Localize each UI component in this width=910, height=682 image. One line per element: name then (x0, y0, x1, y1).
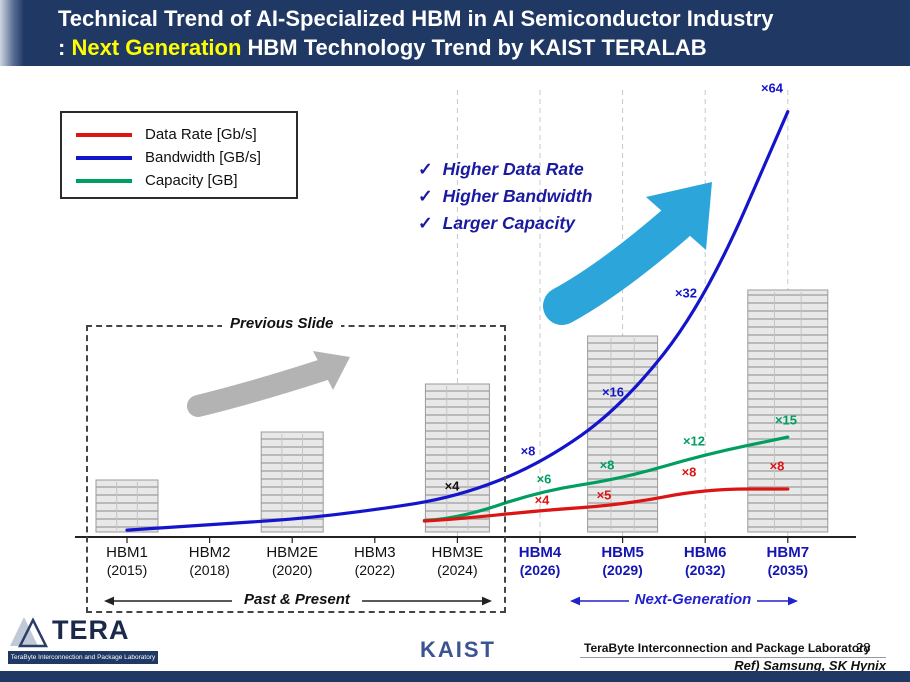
legend-label: Data Rate [Gb/s] (145, 126, 257, 143)
slide-title: Technical Trend of AI-Specialized HBM in… (58, 4, 774, 62)
title-line2-prefix: : (58, 35, 72, 60)
title-line2-rest: HBM Technology Trend by KAIST TERALAB (241, 35, 707, 60)
callout-item: ✓ Higher Data Rate (418, 156, 592, 183)
hbm-stack-illustrations (95, 289, 829, 533)
legend-line-swatch (76, 178, 132, 183)
series-lines (125, 110, 790, 532)
legend-label: Capacity [GB] (145, 172, 238, 189)
callout-text: Higher Data Rate (442, 159, 584, 179)
growth-arrow-icon (543, 182, 712, 325)
footer-divider (580, 657, 886, 658)
reference-text: Ref) Samsung, SK Hynix (734, 658, 886, 673)
kaist-logo-text: KAIST (420, 637, 496, 662)
legend-line-swatch (76, 155, 132, 160)
tera-logo-text: TERA (52, 614, 130, 645)
previous-trend-arrow-icon (187, 351, 350, 417)
bottom-accent-strip (0, 671, 910, 682)
title-line2: : Next Generation HBM Technology Trend b… (58, 33, 774, 62)
previous-slide-box: Previous Slide (86, 315, 506, 613)
tera-mountain-icon (10, 617, 49, 648)
tera-logo-subtitle: TeraByte Interconnection and Package Lab… (8, 651, 158, 664)
callout-item: ✓ Higher Bandwidth (418, 183, 592, 210)
legend-item: Data Rate [Gb/s] (76, 123, 296, 146)
legend-line-swatch (76, 132, 132, 137)
title-line1: Technical Trend of AI-Specialized HBM in… (58, 6, 774, 31)
range-arrows (104, 596, 798, 606)
check-icon: ✓ (418, 186, 433, 206)
legend-item: Bandwidth [GB/s] (76, 146, 296, 169)
lab-name: TeraByte Interconnection and Package Lab… (584, 641, 871, 655)
legend: Data Rate [Gb/s] Bandwidth [GB/s] Capacity… (60, 111, 298, 199)
past-present-label: Past & Present (244, 591, 350, 608)
legend-item: Capacity [GB] (76, 169, 296, 192)
title-bar: Technical Trend of AI-Specialized HBM in… (0, 0, 910, 66)
callout-item: ✓ Larger Capacity (418, 210, 592, 237)
legend-label: Bandwidth [GB/s] (145, 149, 261, 166)
x-axis (75, 536, 856, 543)
previous-slide-label: Previous Slide (222, 315, 342, 332)
callout-text: Higher Bandwidth (442, 186, 593, 206)
callout-text: Larger Capacity (442, 213, 575, 233)
check-icon: ✓ (418, 213, 433, 233)
title-accent-strip (0, 0, 24, 66)
tera-logo: TERA (6, 612, 130, 648)
next-generation-label: Next-Generation (634, 591, 752, 608)
callout-list: ✓ Higher Data Rate ✓ Higher Bandwidth ✓ Large… (418, 156, 592, 237)
page-number: 28 (856, 640, 871, 655)
check-icon: ✓ (418, 159, 433, 179)
title-line2-highlight: Next Generation (71, 35, 242, 60)
